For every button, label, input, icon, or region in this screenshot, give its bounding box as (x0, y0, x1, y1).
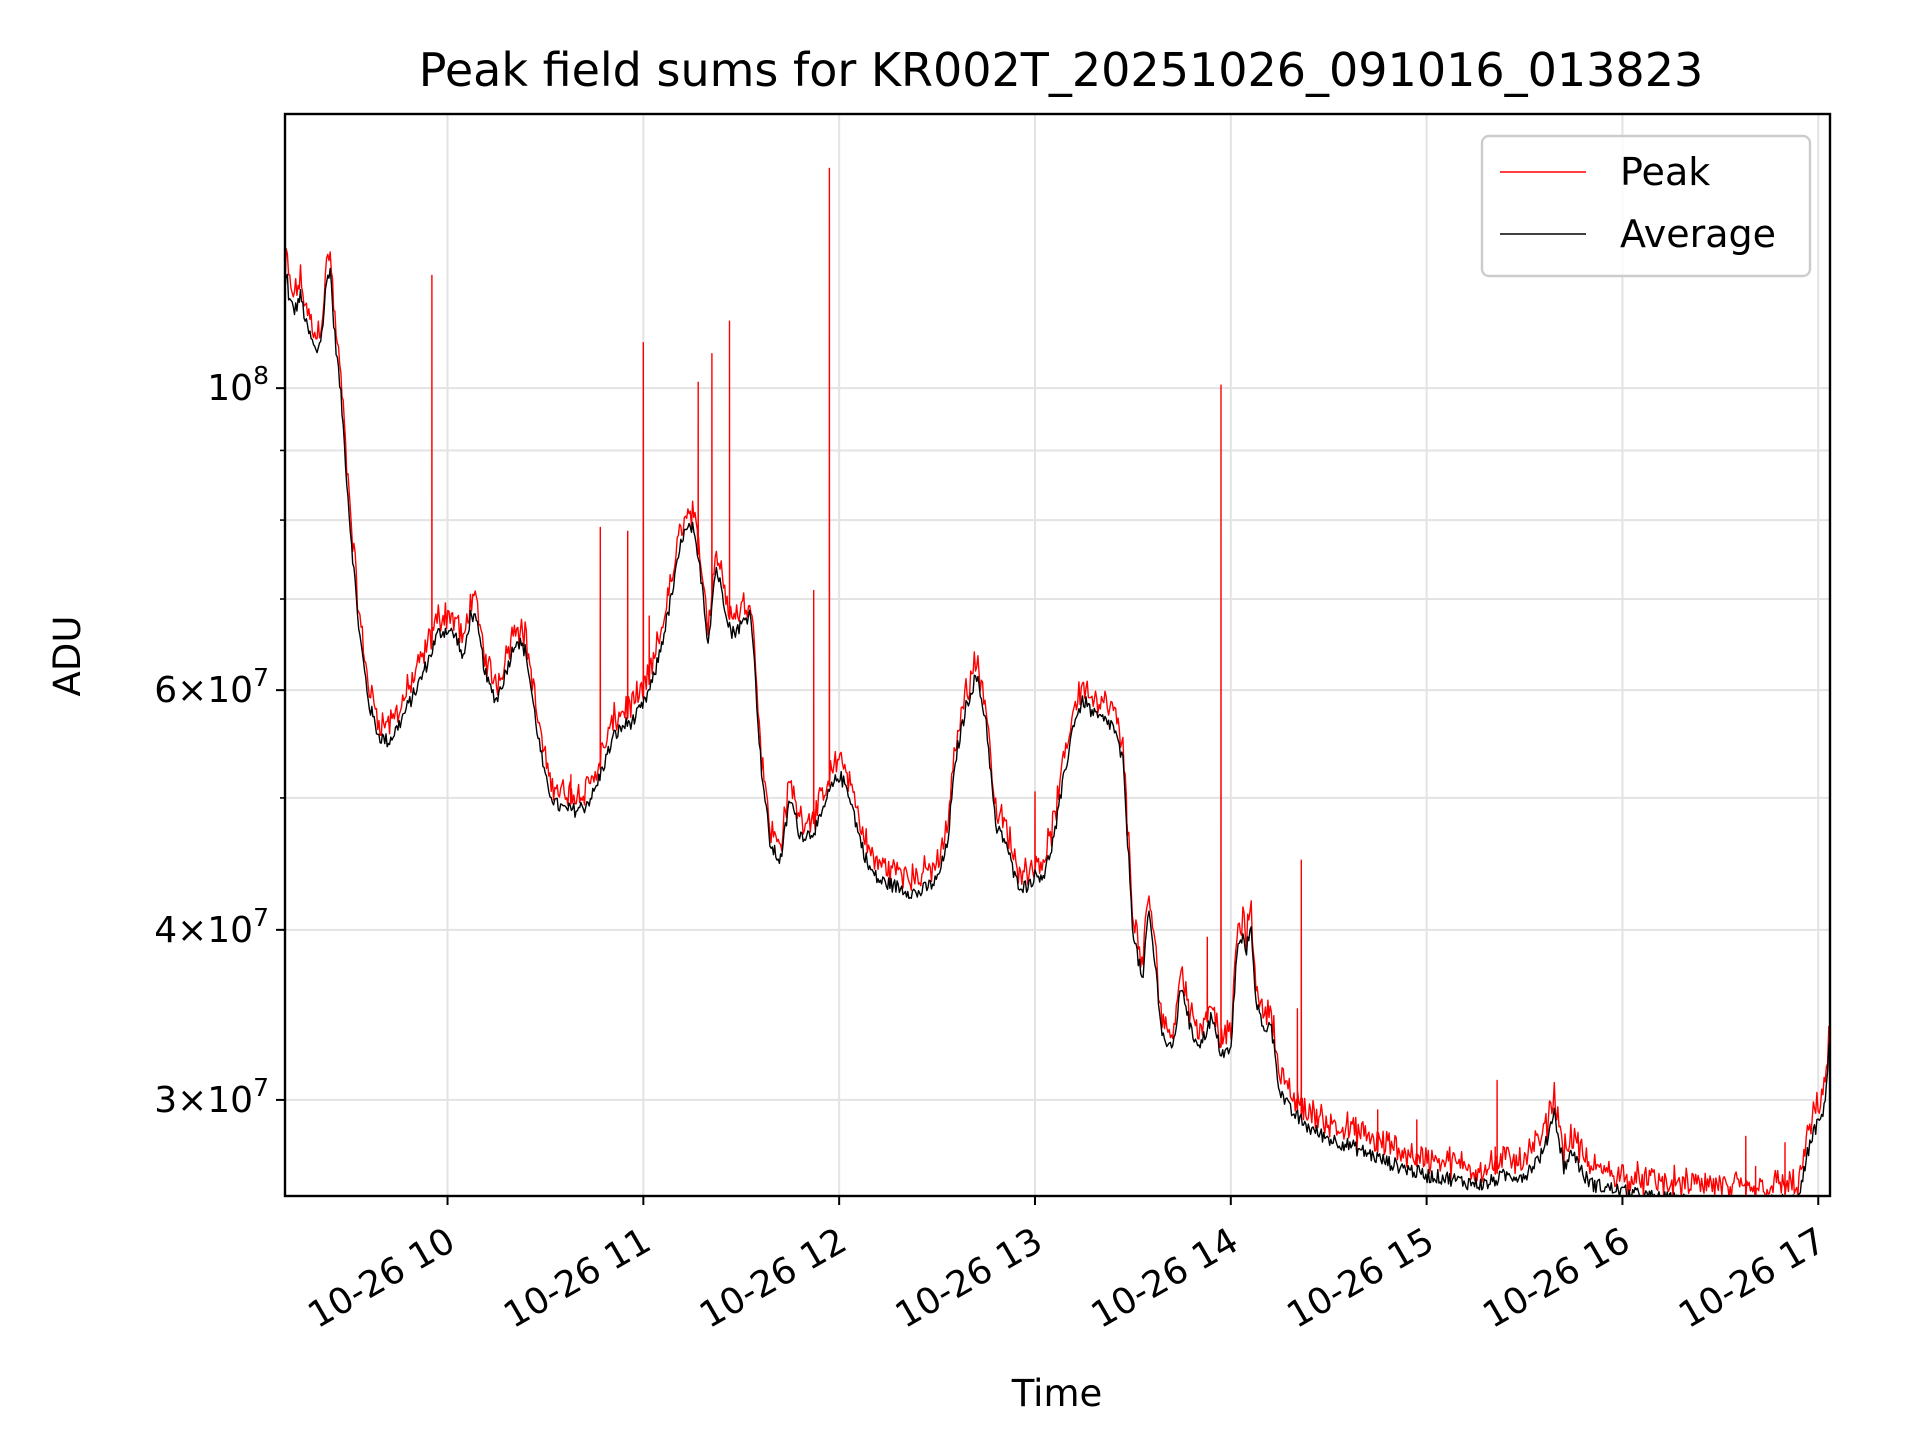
legend-label-peak: Peak (1620, 150, 1710, 194)
chart-title: Peak field sums for KR002T_20251026_0910… (419, 43, 1703, 97)
plot-frame (283, 112, 1832, 1198)
series-line-peak (285, 117, 1830, 1196)
grid-lines (285, 114, 1830, 1196)
y-tick-label-1: 4×107 (154, 903, 269, 951)
y-tick-label-0: 3×107 (154, 1073, 269, 1121)
y-tick-label-2: 6×107 (154, 663, 269, 711)
legend: Peak Average (1480, 134, 1812, 278)
legend-box (1480, 134, 1812, 278)
legend-label-average: Average (1620, 212, 1776, 256)
series-line-average (285, 267, 1830, 1196)
y-axis: 3×107 4×107 6×107 108 (154, 361, 285, 1121)
y-tick-label-3: 108 (207, 361, 269, 409)
y-axis-label: ADU (46, 616, 89, 697)
plot-area (285, 117, 1830, 1196)
x-axis-label: Time (1011, 1372, 1103, 1415)
